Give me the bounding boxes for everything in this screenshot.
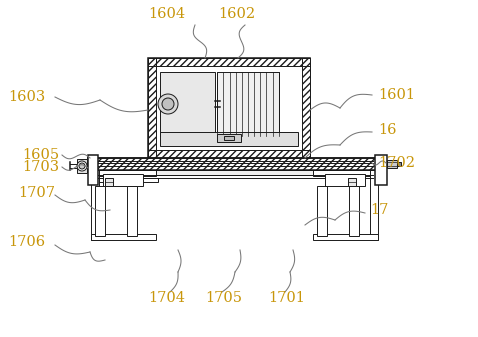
Bar [160, 72, 216, 136]
Bar [375, 155, 387, 185]
Bar [387, 160, 397, 168]
Bar [91, 170, 99, 240]
Bar [313, 234, 378, 240]
Bar [91, 234, 156, 240]
Text: 1602: 1602 [218, 7, 255, 21]
Bar [317, 186, 327, 236]
Bar [148, 150, 310, 158]
Bar [91, 170, 156, 176]
Bar [88, 178, 158, 182]
Bar [148, 150, 310, 158]
Bar [88, 155, 98, 185]
Text: 1601: 1601 [378, 88, 415, 102]
Circle shape [158, 94, 178, 114]
Bar [148, 58, 156, 158]
Bar [349, 186, 359, 236]
Bar [98, 170, 373, 175]
Circle shape [162, 98, 174, 110]
Bar [302, 58, 310, 158]
Bar [77, 159, 87, 173]
Bar [105, 178, 113, 186]
Bar [88, 158, 383, 170]
Bar [217, 134, 241, 142]
Text: 1704: 1704 [148, 291, 185, 305]
Bar [224, 136, 234, 140]
Bar [217, 72, 279, 136]
Bar [214, 158, 244, 164]
Text: 1705: 1705 [205, 291, 242, 305]
Circle shape [77, 161, 87, 171]
Bar [148, 58, 310, 66]
Text: 1702: 1702 [378, 156, 415, 170]
Text: 1706: 1706 [8, 235, 45, 249]
Text: 16: 16 [378, 123, 396, 137]
Bar [160, 132, 298, 146]
Bar [127, 186, 137, 236]
Text: 1707: 1707 [18, 186, 55, 200]
Bar [302, 58, 310, 158]
Text: 1701: 1701 [268, 291, 305, 305]
Text: 1605: 1605 [22, 148, 59, 162]
Bar [103, 174, 143, 186]
Text: 1603: 1603 [8, 90, 45, 104]
Bar [148, 58, 310, 158]
Bar [370, 170, 378, 240]
Text: 1703: 1703 [22, 160, 59, 174]
Bar [148, 58, 310, 66]
Bar [325, 174, 365, 186]
Bar [348, 178, 356, 186]
Bar [148, 58, 156, 158]
Bar [156, 66, 302, 150]
Bar [95, 186, 105, 236]
Circle shape [79, 163, 85, 169]
Text: 17: 17 [370, 203, 388, 217]
Text: 1604: 1604 [148, 7, 185, 21]
Bar [313, 170, 378, 176]
Bar [88, 158, 383, 170]
Bar [397, 162, 401, 166]
